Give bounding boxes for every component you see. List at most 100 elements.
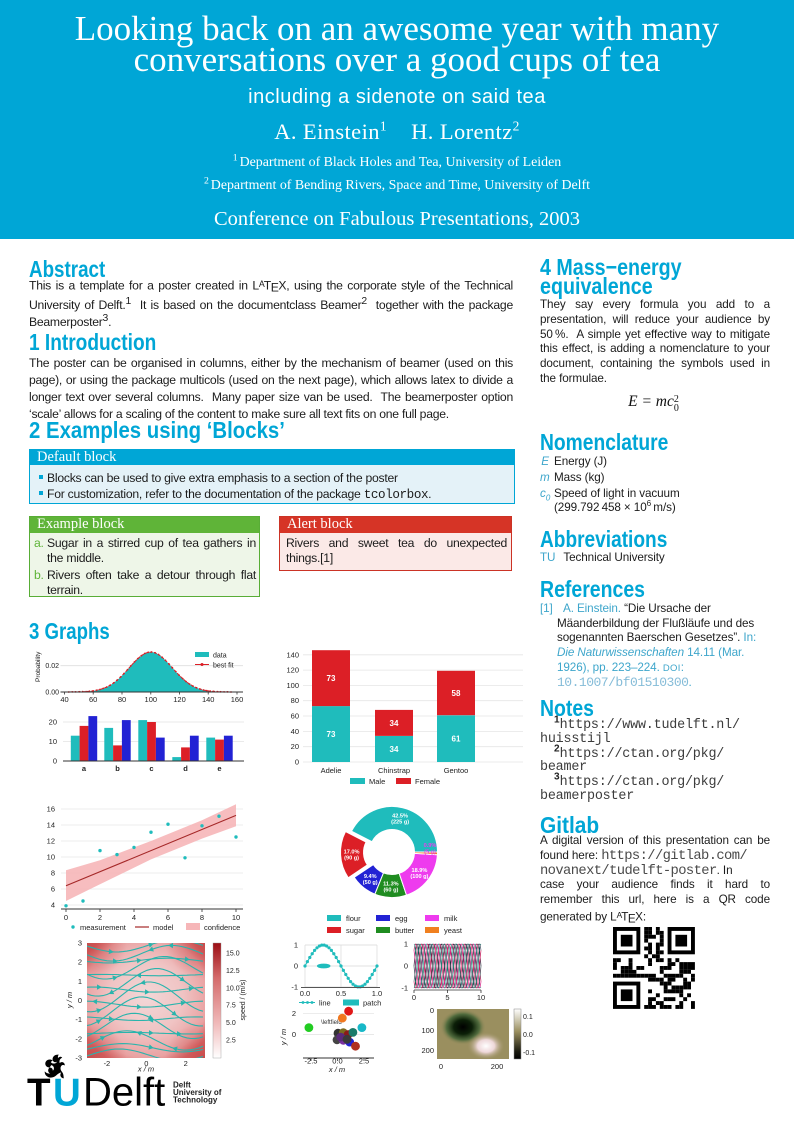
svg-text:Probability: Probability [35, 651, 42, 682]
svg-text:3: 3 [78, 939, 82, 948]
svg-text:Delft: Delft [173, 1081, 191, 1090]
svg-text:milk: milk [444, 914, 458, 923]
svg-text:-1: -1 [75, 1015, 82, 1024]
svg-text:60: 60 [291, 712, 299, 721]
svg-text:58: 58 [452, 689, 461, 698]
svg-text:T: T [27, 1072, 51, 1111]
svg-text:5.0: 5.0 [226, 1020, 236, 1027]
svg-text:8: 8 [51, 869, 55, 878]
svg-text:Male: Male [369, 777, 385, 786]
svg-text:140: 140 [286, 650, 299, 659]
svg-text:butter: butter [395, 926, 415, 935]
svg-text:(50 g): (50 g) [363, 880, 378, 886]
svg-text:Adelie: Adelie [321, 766, 342, 775]
svg-text:0: 0 [64, 913, 68, 922]
svg-text:Chinstrap: Chinstrap [378, 766, 410, 775]
svg-text:\leftfield: \leftfield [321, 1020, 342, 1026]
svg-text:1: 1 [404, 940, 408, 949]
svg-text:61: 61 [452, 735, 461, 744]
svg-text:egg: egg [395, 914, 408, 923]
svg-text:1.0: 1.0 [372, 989, 382, 998]
svg-text:0.9%: 0.9% [424, 843, 437, 849]
svg-text:11.3%: 11.3% [383, 882, 399, 888]
svg-text:4: 4 [51, 901, 55, 910]
svg-text:120: 120 [173, 695, 186, 704]
svg-text:x / m: x / m [137, 1065, 154, 1074]
svg-text:-3: -3 [75, 1054, 82, 1063]
svg-text:2.5: 2.5 [359, 1057, 369, 1066]
svg-text:0.00: 0.00 [45, 690, 59, 697]
svg-text:measurement: measurement [80, 923, 127, 932]
svg-text:6: 6 [51, 885, 55, 894]
svg-text:0: 0 [294, 962, 298, 971]
svg-text:15.0: 15.0 [226, 951, 240, 958]
svg-text:b: b [115, 764, 120, 773]
svg-text:(225 g): (225 g) [391, 820, 409, 826]
svg-text:University of: University of [173, 1088, 222, 1097]
svg-text:120: 120 [286, 666, 299, 675]
svg-text:10: 10 [232, 913, 240, 922]
svg-text:18.9%: 18.9% [411, 868, 427, 874]
svg-text:0: 0 [295, 758, 299, 767]
svg-text:d: d [183, 764, 188, 773]
svg-text:8: 8 [200, 913, 204, 922]
svg-text:0.02: 0.02 [45, 663, 59, 670]
svg-text:140: 140 [202, 695, 215, 704]
svg-text:73: 73 [327, 730, 336, 739]
svg-text:y / m: y / m [65, 992, 74, 1009]
svg-text:100: 100 [145, 695, 158, 704]
svg-text:1: 1 [78, 977, 82, 986]
svg-text:speed / (m/s): speed / (m/s) [240, 980, 247, 1021]
svg-text:-2.5: -2.5 [305, 1057, 318, 1066]
svg-text:sugar: sugar [346, 926, 365, 935]
svg-text:data: data [213, 653, 227, 660]
svg-text:40: 40 [60, 695, 68, 704]
svg-text:0.0: 0.0 [300, 989, 310, 998]
svg-text:100: 100 [286, 681, 299, 690]
svg-text:(60 g): (60 g) [383, 888, 398, 894]
svg-text:0: 0 [53, 757, 57, 766]
svg-text:2: 2 [292, 1009, 296, 1018]
svg-text:(100 g): (100 g) [410, 874, 428, 880]
svg-text:2.5: 2.5 [226, 1038, 236, 1045]
svg-text:-2: -2 [75, 1034, 82, 1043]
svg-text:(5 g): (5 g) [424, 850, 436, 856]
svg-text:12: 12 [47, 837, 55, 846]
svg-text:10: 10 [477, 993, 485, 1002]
svg-text:0: 0 [404, 962, 408, 971]
svg-text:40: 40 [291, 727, 299, 736]
svg-text:0.0: 0.0 [523, 1032, 533, 1039]
svg-text:Delft: Delft [83, 1071, 165, 1111]
svg-text:2: 2 [98, 913, 102, 922]
svg-text:2: 2 [184, 1059, 188, 1068]
svg-text:confidence: confidence [204, 923, 240, 932]
svg-text:10.0: 10.0 [226, 985, 240, 992]
svg-text:9.4%: 9.4% [364, 874, 377, 880]
svg-text:80: 80 [291, 696, 299, 705]
svg-text:16: 16 [47, 805, 55, 814]
svg-text:-0.1: -0.1 [523, 1050, 535, 1057]
svg-text:80: 80 [118, 695, 126, 704]
svg-text:42.5%: 42.5% [392, 814, 408, 820]
svg-text:Female: Female [415, 777, 440, 786]
svg-text:line: line [319, 999, 331, 1008]
svg-text:7.5: 7.5 [226, 1003, 236, 1010]
svg-text:0: 0 [439, 1062, 443, 1071]
svg-text:12.5: 12.5 [226, 968, 240, 975]
svg-text:-1: -1 [291, 983, 298, 992]
svg-text:yeast: yeast [444, 926, 463, 935]
svg-text:100: 100 [421, 1026, 434, 1035]
svg-text:patch: patch [363, 999, 381, 1008]
svg-text:e: e [217, 764, 221, 773]
svg-text:6: 6 [166, 913, 170, 922]
svg-text:73: 73 [327, 674, 336, 683]
svg-text:-2: -2 [104, 1059, 111, 1068]
svg-text:y / m: y / m [279, 1029, 288, 1046]
svg-text:5: 5 [445, 993, 449, 1002]
svg-text:0.1: 0.1 [523, 1014, 533, 1021]
svg-text:200: 200 [421, 1046, 434, 1055]
svg-text:4: 4 [132, 913, 136, 922]
svg-text:20: 20 [49, 718, 57, 727]
svg-text:(90 g): (90 g) [344, 855, 359, 861]
svg-text:0.0: 0.0 [332, 1057, 342, 1066]
